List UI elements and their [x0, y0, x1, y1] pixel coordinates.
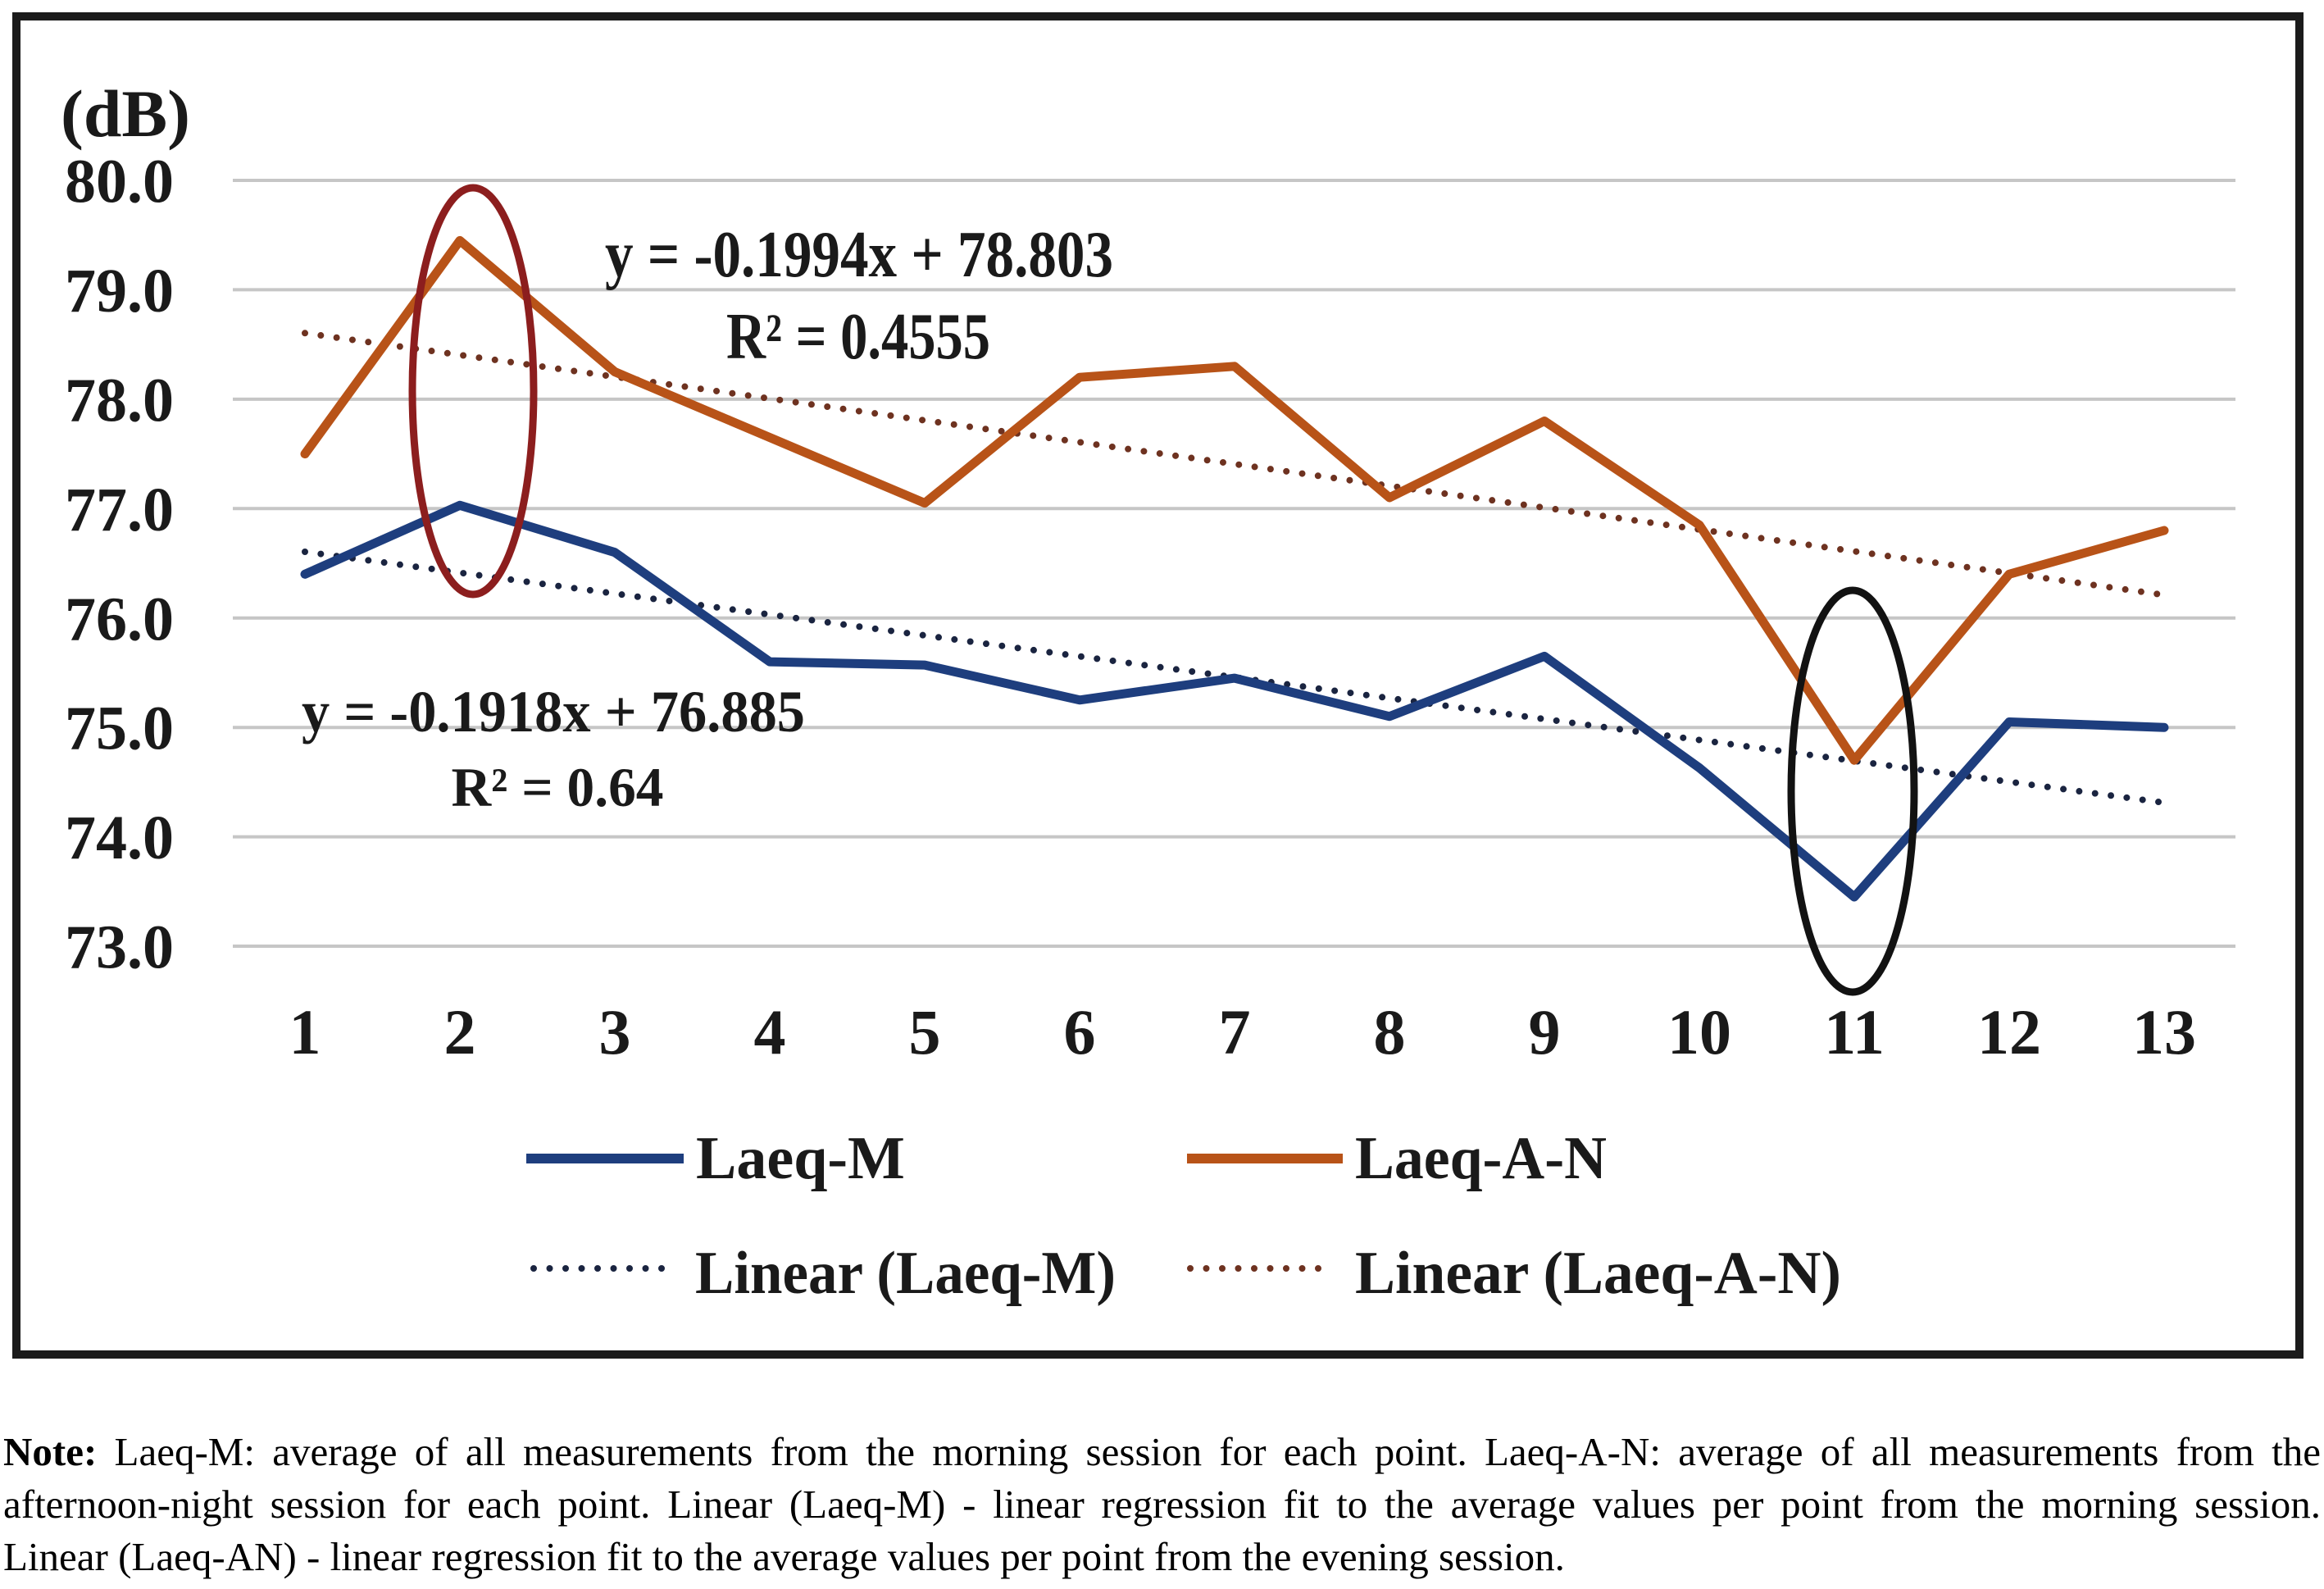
svg-text:1: 1	[289, 996, 321, 1068]
svg-text:Laeq-A-N: Laeq-A-N	[1355, 1125, 1607, 1192]
svg-text:5: 5	[909, 996, 941, 1068]
svg-text:Linear (Laeq-M): Linear (Laeq-M)	[695, 1240, 1116, 1307]
svg-text:80.0: 80.0	[65, 148, 174, 216]
svg-text:Linear (Laeq-A-N): Linear (Laeq-A-N)	[1355, 1240, 1841, 1307]
svg-text:73.0: 73.0	[65, 913, 174, 982]
svg-text:78.0: 78.0	[65, 366, 174, 435]
svg-text:8: 8	[1374, 996, 1406, 1068]
svg-text:Laeq-M: Laeq-M	[696, 1125, 905, 1192]
svg-text:13: 13	[2132, 996, 2196, 1068]
svg-text:y = -0.1918x + 76.885: y = -0.1918x + 76.885	[302, 679, 805, 744]
svg-text:76.0: 76.0	[65, 585, 174, 653]
svg-text:R² = 0.64: R² = 0.64	[452, 756, 664, 818]
svg-text:4: 4	[754, 996, 786, 1068]
svg-text:6: 6	[1064, 996, 1096, 1068]
svg-text:12: 12	[1977, 996, 2041, 1068]
svg-text:77.0: 77.0	[65, 476, 174, 544]
svg-text:79.0: 79.0	[65, 257, 174, 326]
svg-text:9: 9	[1529, 996, 1561, 1068]
svg-text:11: 11	[1824, 996, 1885, 1068]
svg-text:10: 10	[1667, 996, 1731, 1068]
svg-text:y = -0.1994x + 78.803: y = -0.1994x + 78.803	[605, 219, 1113, 291]
svg-text:3: 3	[599, 996, 631, 1068]
svg-text:74.0: 74.0	[65, 804, 174, 872]
svg-text:(dB): (dB)	[61, 76, 190, 151]
svg-text:75.0: 75.0	[65, 694, 174, 763]
svg-text:R² = 0.4555: R² = 0.4555	[726, 301, 990, 373]
svg-text:7: 7	[1219, 996, 1251, 1068]
svg-text:2: 2	[444, 996, 476, 1068]
